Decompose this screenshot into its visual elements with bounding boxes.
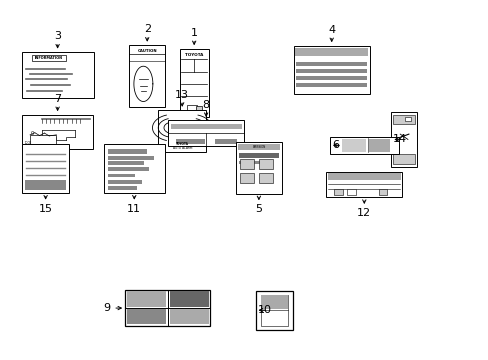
Bar bbox=[240, 159, 254, 169]
Bar bbox=[378, 189, 386, 195]
Text: 9: 9 bbox=[103, 303, 111, 313]
Text: 6: 6 bbox=[331, 140, 338, 150]
Bar bbox=[30, 135, 56, 145]
Bar bbox=[346, 189, 355, 195]
Bar bbox=[169, 309, 208, 324]
Bar bbox=[158, 110, 206, 153]
Bar bbox=[108, 149, 146, 154]
Bar bbox=[341, 139, 366, 152]
Bar bbox=[108, 156, 154, 159]
Bar bbox=[392, 116, 414, 124]
Text: 2: 2 bbox=[143, 24, 150, 35]
Bar bbox=[196, 106, 202, 114]
Text: INFORMATION: INFORMATION bbox=[35, 56, 63, 60]
Bar bbox=[214, 139, 237, 144]
Bar bbox=[125, 290, 210, 326]
Bar bbox=[126, 309, 166, 324]
Bar bbox=[21, 52, 93, 98]
Bar bbox=[329, 137, 398, 154]
Bar bbox=[260, 296, 287, 309]
Bar bbox=[129, 45, 165, 107]
Text: 4: 4 bbox=[327, 25, 335, 35]
Text: 13: 13 bbox=[175, 90, 189, 100]
Bar bbox=[368, 139, 389, 152]
Bar bbox=[404, 117, 410, 121]
Bar bbox=[296, 83, 366, 87]
Bar bbox=[169, 291, 208, 307]
Bar bbox=[126, 291, 166, 307]
Bar bbox=[238, 161, 269, 165]
Bar bbox=[108, 161, 144, 165]
Text: 14: 14 bbox=[392, 134, 407, 144]
Bar bbox=[392, 154, 414, 164]
Bar bbox=[327, 174, 400, 180]
Bar bbox=[103, 144, 164, 193]
Bar bbox=[170, 125, 241, 129]
Bar bbox=[22, 144, 69, 193]
Bar bbox=[260, 294, 287, 326]
Bar bbox=[168, 120, 244, 146]
Bar bbox=[180, 49, 208, 117]
Text: 11: 11 bbox=[127, 204, 141, 213]
Bar bbox=[296, 62, 366, 66]
Text: AUTO ALARM: AUTO ALARM bbox=[172, 146, 191, 150]
Text: 15: 15 bbox=[39, 204, 53, 213]
Bar bbox=[296, 76, 366, 80]
Bar bbox=[32, 55, 66, 62]
Bar bbox=[237, 144, 280, 150]
Text: CAUTION: CAUTION bbox=[137, 49, 157, 53]
Bar bbox=[333, 189, 342, 195]
Bar bbox=[259, 173, 273, 183]
Bar bbox=[108, 186, 137, 189]
Bar bbox=[238, 153, 279, 158]
Bar bbox=[259, 159, 273, 169]
Text: LOCK: LOCK bbox=[25, 141, 32, 145]
Bar bbox=[236, 141, 281, 194]
Text: EMISSION: EMISSION bbox=[252, 145, 265, 149]
Bar bbox=[108, 174, 135, 177]
Bar bbox=[296, 69, 366, 73]
Text: 0: 0 bbox=[30, 131, 34, 136]
Bar bbox=[186, 105, 197, 116]
Bar bbox=[293, 46, 369, 94]
Bar bbox=[108, 167, 149, 171]
Text: 10: 10 bbox=[257, 305, 271, 315]
Text: TOYOTA: TOYOTA bbox=[184, 53, 203, 57]
Text: 7: 7 bbox=[54, 94, 61, 104]
Bar bbox=[326, 172, 401, 198]
Bar bbox=[25, 180, 66, 190]
Text: 5: 5 bbox=[255, 204, 262, 214]
Bar bbox=[295, 48, 367, 56]
Bar bbox=[240, 173, 254, 183]
Text: 12: 12 bbox=[357, 208, 370, 218]
Bar bbox=[255, 291, 292, 330]
Bar bbox=[390, 112, 416, 167]
Text: 3: 3 bbox=[54, 31, 61, 41]
Text: 1: 1 bbox=[190, 28, 197, 38]
Text: TOYOTA: TOYOTA bbox=[175, 142, 188, 146]
Text: 8: 8 bbox=[202, 100, 209, 110]
Bar bbox=[176, 139, 204, 144]
Bar bbox=[108, 180, 142, 184]
Bar bbox=[22, 114, 93, 149]
